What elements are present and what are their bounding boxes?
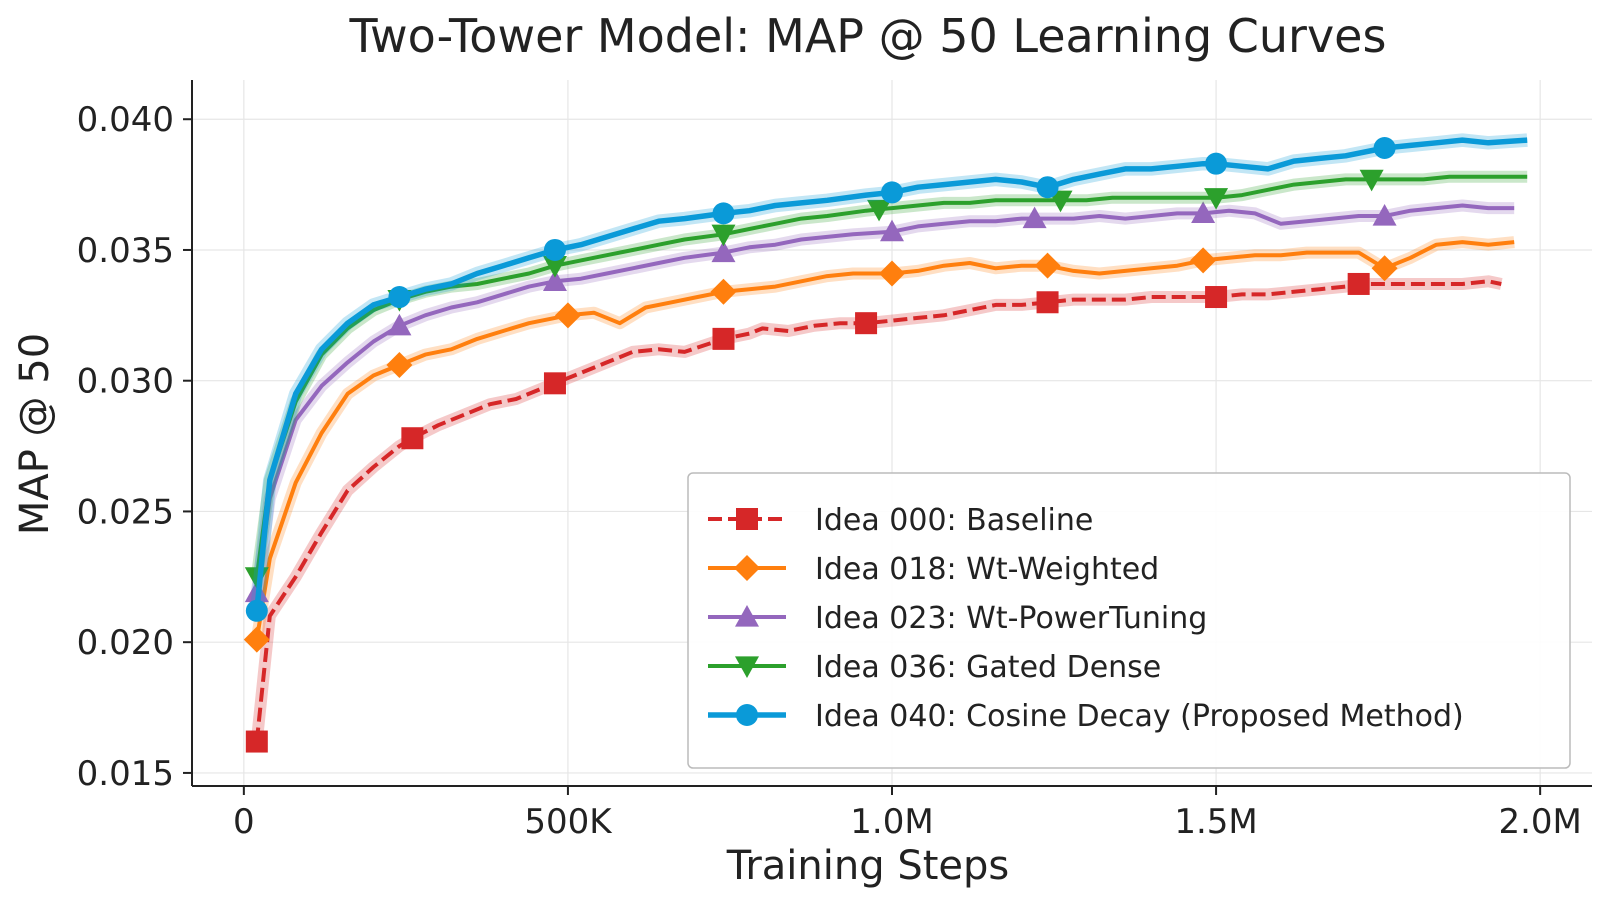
data-point-marker (543, 372, 566, 395)
legend-marker (736, 704, 758, 726)
legend-marker (735, 605, 759, 627)
data-point-marker (1204, 188, 1229, 210)
series-line (254, 240, 1515, 640)
legend-marker (735, 656, 759, 678)
series-2 (244, 199, 1515, 603)
x-tick-label: 1.5M (1174, 802, 1257, 842)
data-point-marker (880, 219, 904, 242)
data-point-marker (711, 240, 736, 263)
data-point-marker (1373, 136, 1396, 159)
data-point-marker (1347, 272, 1370, 295)
chart-title: Two-Tower Model: MAP @ 50 Learning Curve… (349, 9, 1387, 63)
y-tick-label: 0.025 (77, 492, 174, 532)
data-point-marker (554, 302, 581, 329)
legend-label: Idea 018: Wt-Weighted (815, 552, 1159, 587)
legend-label: Idea 000: Baseline (815, 503, 1093, 538)
data-point-marker (710, 278, 737, 305)
x-tick-label: 2.0M (1498, 802, 1581, 842)
data-point-marker (388, 286, 411, 309)
data-point-marker (386, 352, 413, 379)
data-point-marker (855, 312, 878, 335)
y-tick-label: 0.015 (77, 754, 174, 794)
series-line (254, 279, 1502, 742)
data-point-marker (1048, 190, 1073, 213)
legend-marker (734, 555, 760, 581)
data-point-marker (387, 313, 412, 336)
series-4 (245, 133, 1528, 622)
data-point-marker (245, 730, 268, 753)
y-tick-label: 0.030 (77, 362, 174, 402)
legend-label: Idea 036: Gated Dense (815, 650, 1161, 685)
y-tick-label: 0.020 (77, 623, 174, 663)
x-tick-label: 0 (233, 802, 255, 842)
data-point-marker (881, 181, 903, 204)
data-point-marker (1372, 203, 1397, 226)
data-point-marker (711, 224, 736, 247)
x-tick-label: 1.0M (850, 802, 933, 842)
data-point-marker (1205, 286, 1228, 309)
data-point-marker (1205, 152, 1228, 175)
y-tick-label: 0.035 (77, 231, 174, 271)
x-tick-label: 500K (524, 802, 613, 842)
series-1 (243, 236, 1515, 653)
data-point-marker (401, 427, 424, 450)
series-0 (245, 272, 1503, 753)
data-point-marker (1190, 247, 1217, 274)
y-axis-ticks: 0.015 0.020 0.025 0.030 0.035 0.040 (77, 100, 192, 794)
legend-entry: Idea 023: Wt-PowerTuning (708, 601, 1207, 636)
legend-marker (736, 508, 758, 530)
data-point-marker (243, 626, 270, 653)
series-lines (243, 133, 1528, 753)
data-point-marker (542, 256, 567, 278)
legend-entry: Idea 000: Baseline (708, 503, 1093, 538)
legend-entry: Idea 036: Gated Dense (708, 650, 1161, 685)
y-tick-label: 0.040 (77, 100, 174, 140)
data-point-marker (1371, 255, 1398, 282)
data-point-marker (1022, 206, 1047, 229)
legend-label: Idea 023: Wt-PowerTuning (815, 601, 1207, 636)
data-point-marker (712, 327, 735, 350)
legend-entry: Idea 040: Cosine Decay (Proposed Method) (708, 699, 1464, 734)
x-axis-title: Training Steps (726, 843, 1009, 889)
data-point-marker (1359, 169, 1384, 192)
x-axis-ticks: 0 500K 1.0M 1.5M 2.0M (233, 786, 1582, 842)
data-point-marker (245, 599, 268, 622)
data-point-marker (879, 260, 905, 287)
data-point-marker (543, 238, 566, 261)
data-point-marker (1034, 252, 1061, 279)
y-axis-title: MAP @ 50 (12, 333, 58, 535)
data-point-marker (712, 202, 735, 225)
data-point-marker (542, 269, 567, 291)
data-point-marker (867, 199, 892, 222)
legend-label: Idea 040: Cosine Decay (Proposed Method) (815, 699, 1464, 734)
legend-entry: Idea 018: Wt-Weighted (708, 552, 1159, 587)
data-point-marker (1036, 291, 1059, 314)
legend-frame (687, 472, 1571, 769)
data-point-marker (1036, 176, 1059, 199)
data-point-marker (1191, 201, 1216, 223)
legend: Idea 000: Baseline Idea 018: Wt-Weighted I… (687, 472, 1571, 769)
